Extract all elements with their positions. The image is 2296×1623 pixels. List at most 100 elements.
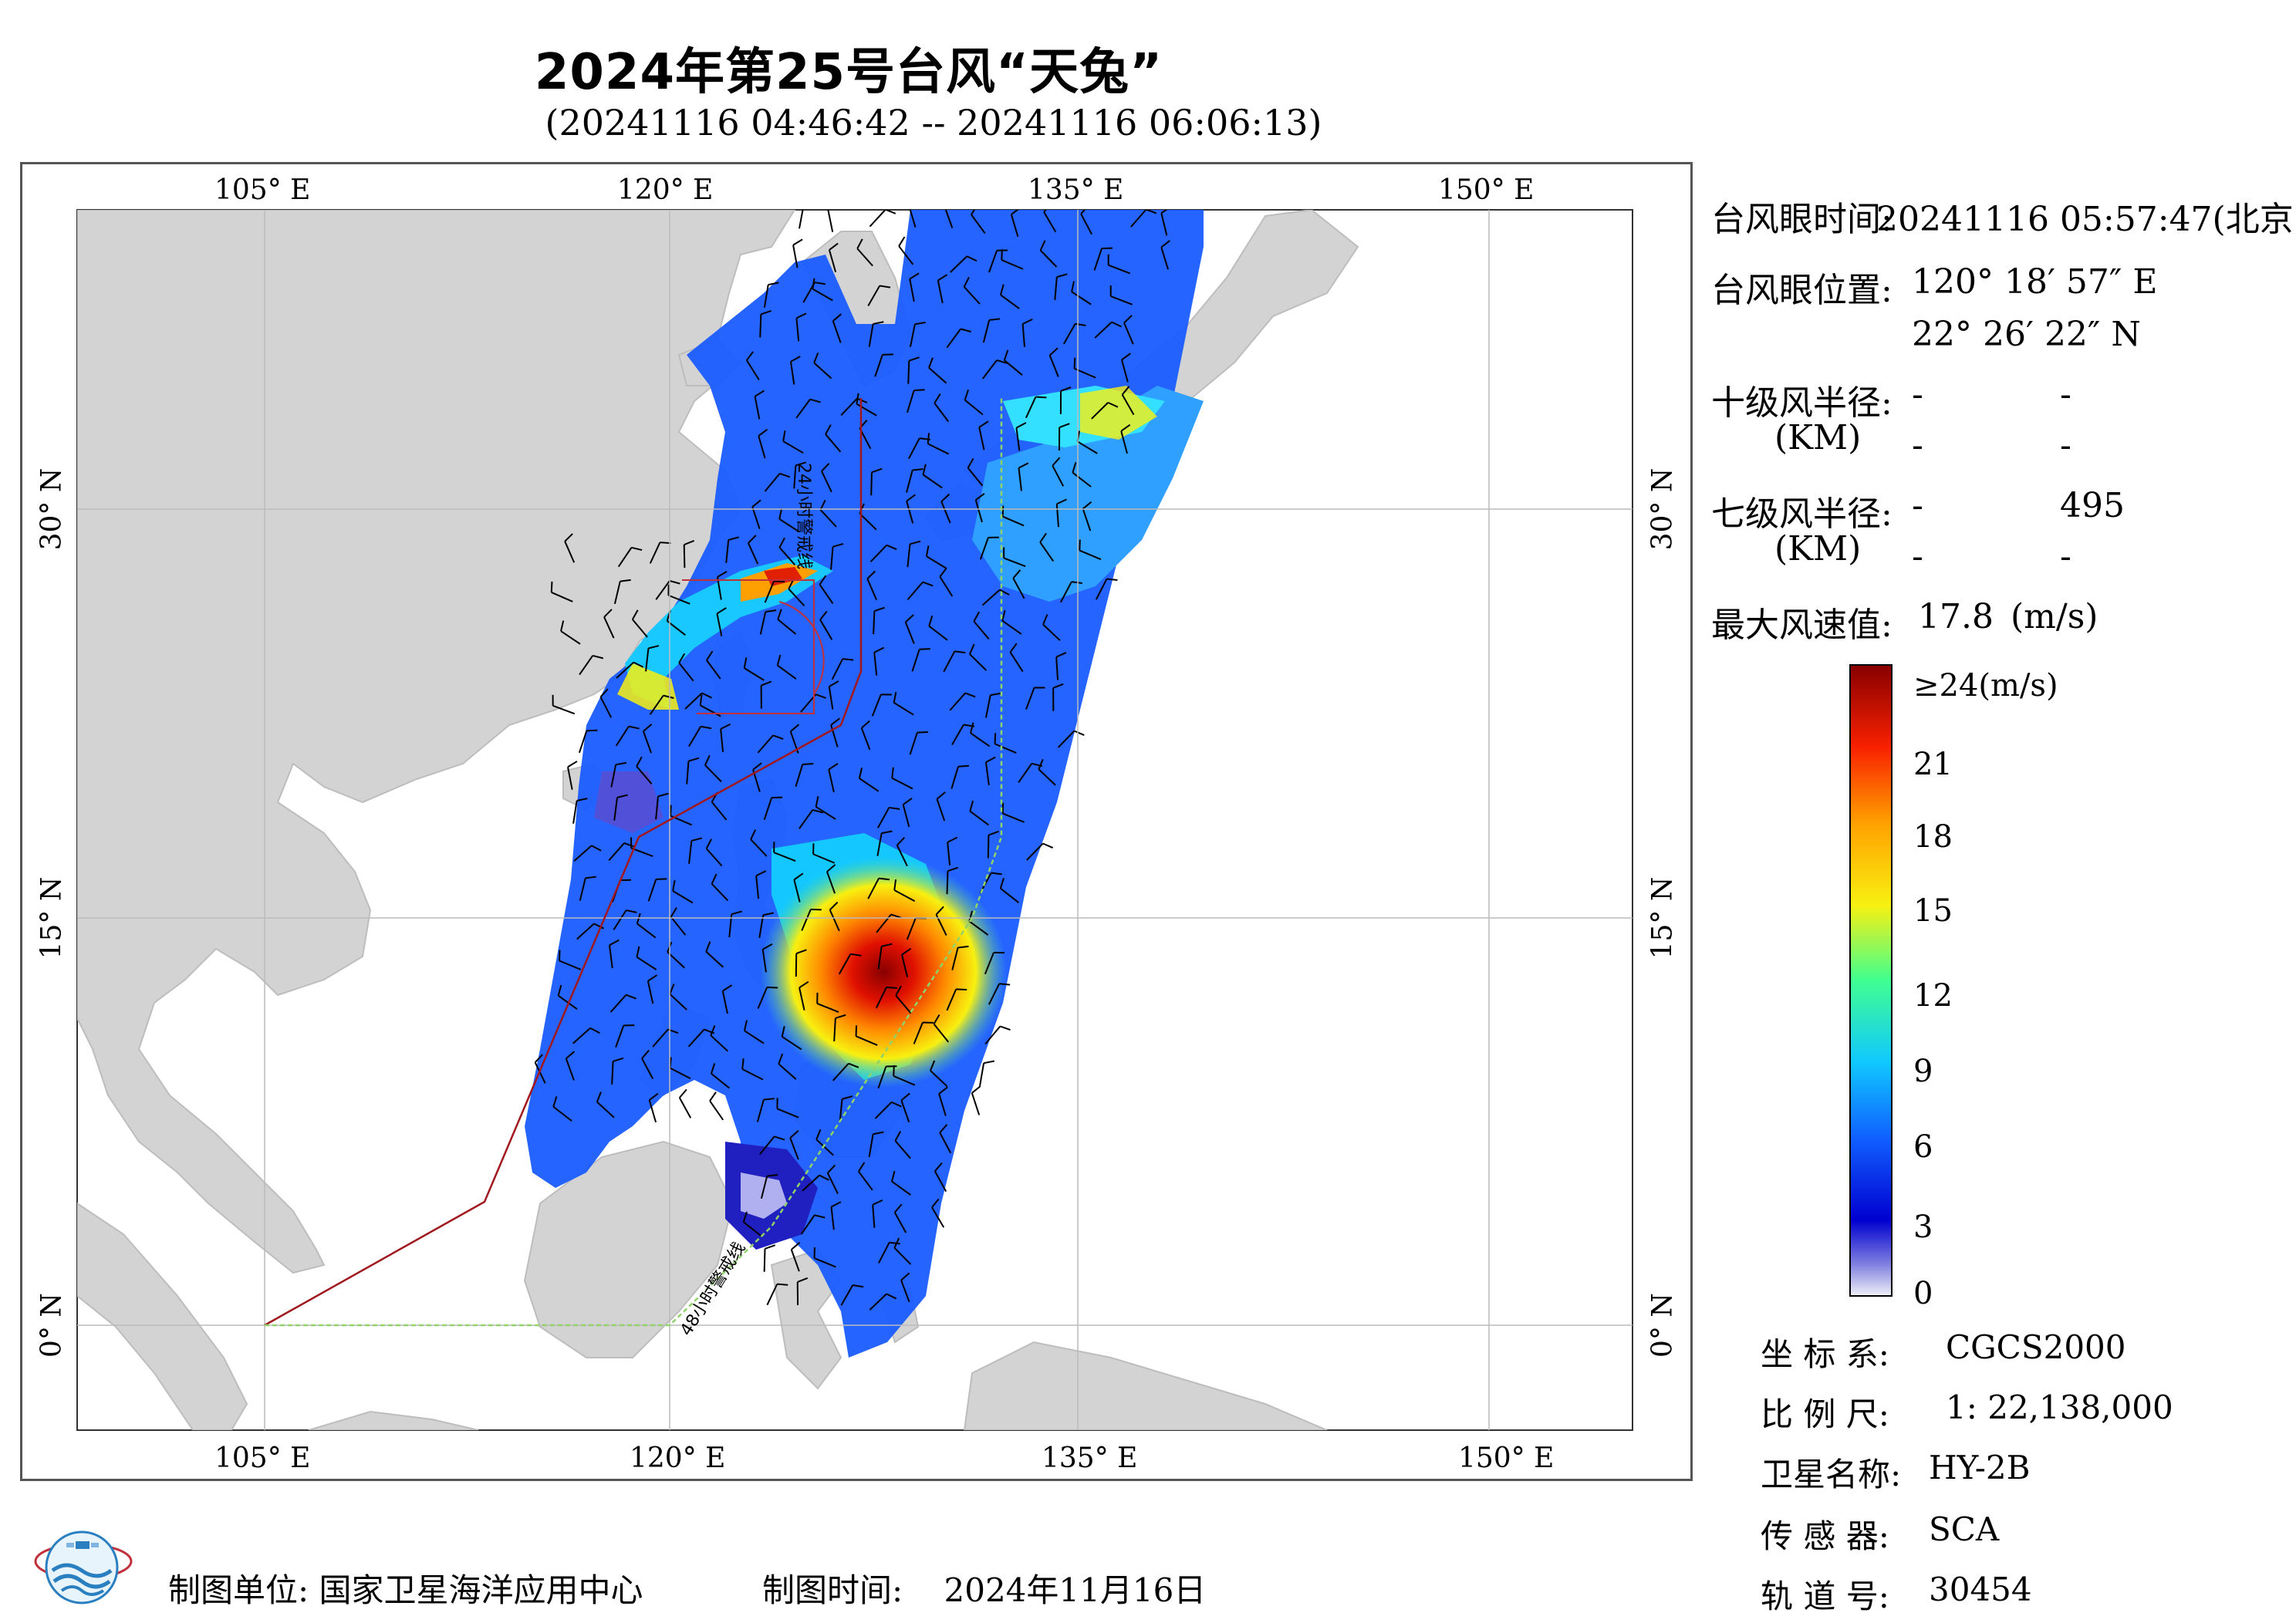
wind-barb: [838, 953, 852, 975]
wind-barb: [773, 852, 796, 862]
wind-barb: [979, 1063, 985, 1086]
wind-barb-flag: [906, 494, 917, 502]
wind-barb-flag: [873, 646, 885, 653]
wind-barb-flag: [782, 430, 786, 442]
wind-barb-flag: [938, 1086, 948, 1095]
wind-barb: [559, 960, 582, 970]
wind-barb: [1093, 248, 1102, 271]
wind-barb: [928, 367, 947, 384]
wind-barb: [648, 1099, 657, 1123]
wind-barb-flag: [761, 309, 772, 315]
wind-barb-flag: [743, 1020, 748, 1031]
wind-barb-flag: [861, 720, 870, 729]
wind-barb: [636, 956, 657, 970]
wind-barb: [906, 470, 913, 493]
wind-barb-flag: [848, 1062, 859, 1068]
wind-barb: [1082, 508, 1092, 531]
wind-barb: [711, 801, 728, 821]
wind-barb-flag: [1080, 210, 1086, 214]
wind-barb: [558, 994, 578, 1011]
wind-barb-flag: [633, 661, 644, 668]
wind-barb-flag: [790, 356, 801, 363]
wind-barb: [813, 362, 832, 380]
wind-barb-flag: [886, 544, 897, 551]
wind-barb-flag: [969, 643, 975, 655]
wind-barb-flag: [1039, 532, 1047, 543]
wind-barb-flag: [1111, 321, 1123, 328]
wind-barb: [943, 650, 956, 673]
wind-barb-flag: [557, 984, 562, 996]
wind-barb: [940, 501, 951, 524]
wind-barb: [799, 987, 805, 1011]
wind-barb-flag: [858, 768, 863, 779]
wind-barb: [636, 765, 653, 785]
colorbar-tick-21: 21: [1913, 747, 1953, 782]
wind-barb: [869, 1293, 887, 1311]
wind-barb: [1077, 440, 1098, 454]
wind-barb: [982, 359, 998, 380]
wind-barb-flag: [893, 691, 897, 704]
wind-barb-flag: [1075, 322, 1086, 326]
lat-tick-left-0: 0° N: [35, 1293, 68, 1358]
wind-barb-flag: [909, 198, 917, 205]
wind-barb: [777, 664, 797, 680]
wind-barb-flag: [1009, 643, 1018, 653]
wind-barb-flag: [866, 570, 876, 579]
wind-barb-flag: [648, 645, 660, 650]
wind-barb-flag: [593, 654, 604, 660]
wind-barb: [827, 210, 834, 233]
eye-time-label: 台风眼时间:: [1711, 200, 1893, 239]
wind-barb-flag: [626, 909, 637, 913]
wind-barb-flag: [927, 433, 930, 444]
wind-barb-flag: [722, 984, 733, 992]
wind-barb-flag: [891, 767, 894, 778]
wind-barb: [758, 435, 766, 459]
wind-barb-flag: [660, 542, 671, 545]
wind-barb: [926, 555, 947, 569]
wind-barb-flag: [593, 923, 604, 930]
wind-barb: [984, 762, 990, 786]
wind-barb-flag: [973, 611, 981, 623]
wind-barb-flag: [856, 393, 859, 404]
wind-barb: [608, 842, 625, 862]
wind-barb-flag: [971, 1085, 981, 1094]
wind-barb: [1057, 730, 1075, 748]
wind-barb: [792, 245, 799, 268]
wind-barb: [819, 509, 837, 528]
wind-barb-flag: [657, 792, 669, 798]
wind-barb-flag: [616, 794, 628, 798]
wind-barb: [988, 250, 998, 273]
wind-barb: [1002, 515, 1025, 527]
wind-barb-flag: [585, 876, 596, 879]
wind-barb: [1080, 213, 1093, 235]
wind-barb-flag: [815, 1129, 822, 1140]
wind-barb-flag: [1071, 281, 1075, 292]
wind-barb: [705, 950, 724, 968]
wind-barb: [764, 581, 775, 603]
coord-value: CGCS2000: [1946, 1328, 2126, 1366]
wind-barb: [645, 648, 650, 672]
wind-barb: [552, 704, 576, 715]
wind-barb: [893, 702, 914, 716]
wind-barb: [832, 320, 842, 343]
wind-barb-flag: [889, 806, 900, 810]
wind-barb: [1010, 214, 1019, 238]
wind-barb: [1062, 323, 1076, 345]
wind-barb: [1048, 355, 1059, 377]
wind-barb: [856, 248, 873, 267]
wind-barb: [933, 1023, 950, 1043]
r10-unit: (KM): [1774, 418, 1862, 457]
wind-barb: [1095, 578, 1108, 600]
wind-barb: [828, 769, 835, 793]
wind-barb: [866, 578, 878, 601]
wind-barb: [896, 845, 908, 867]
wind-barb-flag: [777, 1283, 788, 1286]
wind-barb: [704, 764, 722, 783]
wind-barb-flag: [1016, 422, 1027, 429]
wind-barb-flag: [893, 1237, 900, 1249]
wind-barb: [613, 581, 621, 605]
wind-barb-flag: [922, 464, 927, 475]
colorbar-top-label: ≥24(m/s): [1913, 668, 2058, 704]
wind-barb: [898, 245, 914, 265]
wind-barb: [1071, 291, 1092, 305]
